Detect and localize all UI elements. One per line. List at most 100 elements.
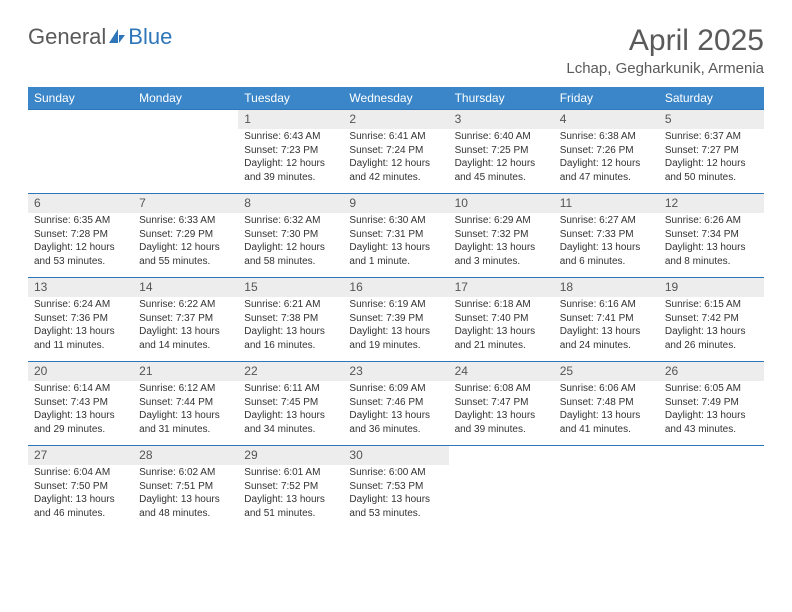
calendar-day-cell: 9Sunrise: 6:30 AMSunset: 7:31 PMDaylight… [343,194,448,278]
day-sunrise: Sunrise: 6:11 AM [244,382,337,396]
day-number: 3 [449,110,554,129]
calendar-day-cell: . [28,110,133,194]
day-sunset: Sunset: 7:27 PM [665,144,758,158]
day-sunset: Sunset: 7:50 PM [34,480,127,494]
day-daylight2: and 14 minutes. [139,339,232,353]
day-details: Sunrise: 6:41 AMSunset: 7:24 PMDaylight:… [343,129,448,188]
day-number: 7 [133,194,238,213]
calendar-day-cell: 1Sunrise: 6:43 AMSunset: 7:23 PMDaylight… [238,110,343,194]
calendar-page: General Blue April 2025 Lchap, Gegharkun… [0,0,792,550]
day-number: 6 [28,194,133,213]
calendar-day-cell: 4Sunrise: 6:38 AMSunset: 7:26 PMDaylight… [554,110,659,194]
calendar-day-cell: 21Sunrise: 6:12 AMSunset: 7:44 PMDayligh… [133,362,238,446]
day-sunrise: Sunrise: 6:29 AM [455,214,548,228]
calendar-day-cell: 3Sunrise: 6:40 AMSunset: 7:25 PMDaylight… [449,110,554,194]
day-sunset: Sunset: 7:40 PM [455,312,548,326]
day-daylight1: Daylight: 13 hours [139,493,232,507]
calendar-day-cell: . [133,110,238,194]
logo: General Blue [28,24,172,50]
day-header: Thursday [449,87,554,110]
day-daylight2: and 11 minutes. [34,339,127,353]
day-number: 21 [133,362,238,381]
day-sunrise: Sunrise: 6:38 AM [560,130,653,144]
day-sunrise: Sunrise: 6:00 AM [349,466,442,480]
day-header: Sunday [28,87,133,110]
calendar-day-cell: 12Sunrise: 6:26 AMSunset: 7:34 PMDayligh… [659,194,764,278]
day-sunset: Sunset: 7:28 PM [34,228,127,242]
day-sunset: Sunset: 7:34 PM [665,228,758,242]
calendar-day-cell: 25Sunrise: 6:06 AMSunset: 7:48 PMDayligh… [554,362,659,446]
day-sunrise: Sunrise: 6:18 AM [455,298,548,312]
day-number: 20 [28,362,133,381]
day-number: 1 [238,110,343,129]
day-daylight1: Daylight: 13 hours [665,409,758,423]
day-daylight2: and 19 minutes. [349,339,442,353]
calendar-day-cell: . [659,446,764,530]
day-sunrise: Sunrise: 6:16 AM [560,298,653,312]
day-sunrise: Sunrise: 6:22 AM [139,298,232,312]
day-number: 22 [238,362,343,381]
day-daylight1: Daylight: 13 hours [349,493,442,507]
calendar-day-cell: 13Sunrise: 6:24 AMSunset: 7:36 PMDayligh… [28,278,133,362]
calendar-day-cell: 17Sunrise: 6:18 AMSunset: 7:40 PMDayligh… [449,278,554,362]
logo-word-2: Blue [128,24,172,50]
day-daylight1: Daylight: 12 hours [665,157,758,171]
day-daylight1: Daylight: 13 hours [139,325,232,339]
day-header: Saturday [659,87,764,110]
day-sunrise: Sunrise: 6:35 AM [34,214,127,228]
day-daylight2: and 3 minutes. [455,255,548,269]
calendar-day-cell: 27Sunrise: 6:04 AMSunset: 7:50 PMDayligh… [28,446,133,530]
day-daylight1: Daylight: 13 hours [34,409,127,423]
day-daylight2: and 53 minutes. [349,507,442,521]
day-sunset: Sunset: 7:48 PM [560,396,653,410]
day-daylight1: Daylight: 12 hours [560,157,653,171]
calendar-day-cell: 5Sunrise: 6:37 AMSunset: 7:27 PMDaylight… [659,110,764,194]
day-sunrise: Sunrise: 6:27 AM [560,214,653,228]
calendar-day-cell: 26Sunrise: 6:05 AMSunset: 7:49 PMDayligh… [659,362,764,446]
day-daylight1: Daylight: 13 hours [244,325,337,339]
day-daylight2: and 51 minutes. [244,507,337,521]
day-sunrise: Sunrise: 6:24 AM [34,298,127,312]
day-details: Sunrise: 6:30 AMSunset: 7:31 PMDaylight:… [343,213,448,272]
title-block: April 2025 Lchap, Gegharkunik, Armenia [566,24,764,77]
day-daylight1: Daylight: 12 hours [244,241,337,255]
day-daylight1: Daylight: 12 hours [34,241,127,255]
day-sunrise: Sunrise: 6:26 AM [665,214,758,228]
day-daylight2: and 47 minutes. [560,171,653,185]
day-sunrise: Sunrise: 6:04 AM [34,466,127,480]
day-daylight1: Daylight: 12 hours [455,157,548,171]
calendar-day-cell: . [554,446,659,530]
day-sunrise: Sunrise: 6:41 AM [349,130,442,144]
day-details: Sunrise: 6:15 AMSunset: 7:42 PMDaylight:… [659,297,764,356]
day-details: Sunrise: 6:02 AMSunset: 7:51 PMDaylight:… [133,465,238,524]
calendar-body: ..1Sunrise: 6:43 AMSunset: 7:23 PMDaylig… [28,110,764,530]
day-sunrise: Sunrise: 6:19 AM [349,298,442,312]
day-daylight2: and 1 minute. [349,255,442,269]
day-sunset: Sunset: 7:44 PM [139,396,232,410]
day-number: 14 [133,278,238,297]
calendar-week-row: 27Sunrise: 6:04 AMSunset: 7:50 PMDayligh… [28,446,764,530]
calendar-week-row: 20Sunrise: 6:14 AMSunset: 7:43 PMDayligh… [28,362,764,446]
day-header-row: Sunday Monday Tuesday Wednesday Thursday… [28,87,764,110]
day-details: Sunrise: 6:32 AMSunset: 7:30 PMDaylight:… [238,213,343,272]
day-sunset: Sunset: 7:23 PM [244,144,337,158]
day-daylight1: Daylight: 13 hours [349,409,442,423]
month-title: April 2025 [566,24,764,58]
day-daylight2: and 29 minutes. [34,423,127,437]
calendar-day-cell: 6Sunrise: 6:35 AMSunset: 7:28 PMDaylight… [28,194,133,278]
day-daylight1: Daylight: 13 hours [139,409,232,423]
day-header: Wednesday [343,87,448,110]
day-sunset: Sunset: 7:43 PM [34,396,127,410]
day-daylight2: and 50 minutes. [665,171,758,185]
day-details: Sunrise: 6:33 AMSunset: 7:29 PMDaylight:… [133,213,238,272]
calendar-day-cell: 8Sunrise: 6:32 AMSunset: 7:30 PMDaylight… [238,194,343,278]
day-daylight1: Daylight: 13 hours [455,409,548,423]
day-details: Sunrise: 6:14 AMSunset: 7:43 PMDaylight:… [28,381,133,440]
day-details: Sunrise: 6:24 AMSunset: 7:36 PMDaylight:… [28,297,133,356]
calendar-day-cell: 2Sunrise: 6:41 AMSunset: 7:24 PMDaylight… [343,110,448,194]
day-daylight2: and 45 minutes. [455,171,548,185]
day-number: 9 [343,194,448,213]
day-sunset: Sunset: 7:31 PM [349,228,442,242]
logo-word-1: General [28,24,106,50]
day-sunset: Sunset: 7:51 PM [139,480,232,494]
